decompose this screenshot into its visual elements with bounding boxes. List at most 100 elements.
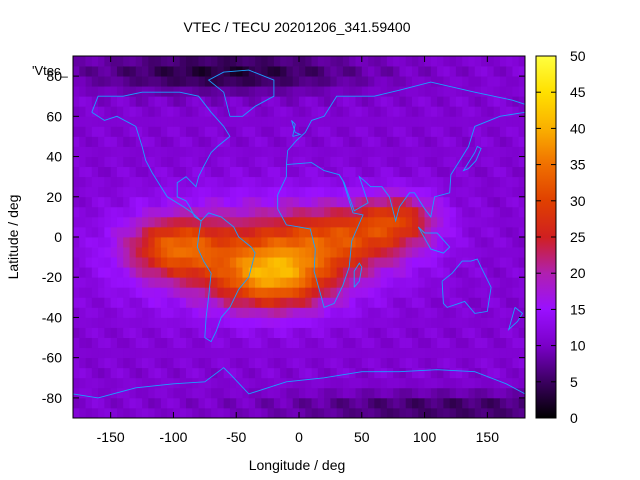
heatmap-cell xyxy=(405,86,413,97)
heatmap-cell xyxy=(242,337,250,349)
heatmap-cell xyxy=(374,176,382,188)
heatmap-cell xyxy=(261,186,269,198)
heatmap-cell xyxy=(481,86,488,97)
heatmap-cell xyxy=(73,196,80,208)
heatmap-cell xyxy=(386,176,394,188)
heatmap-cell xyxy=(305,247,312,258)
heatmap-cell xyxy=(437,237,444,248)
heatmap-cell xyxy=(154,297,162,308)
heatmap-cell xyxy=(280,287,287,298)
heatmap-cell xyxy=(330,106,338,117)
heatmap-cell xyxy=(368,146,375,157)
heatmap-cell xyxy=(449,176,457,188)
heatmap-cell xyxy=(311,307,319,318)
heatmap-cell xyxy=(98,387,105,399)
heatmap-cell xyxy=(412,76,419,87)
heatmap-cell xyxy=(211,247,218,258)
heatmap-cell xyxy=(217,357,225,369)
heatmap-cell xyxy=(280,86,287,97)
heatmap-cell xyxy=(418,247,425,258)
heatmap-cell xyxy=(386,86,394,97)
heatmap-cell xyxy=(160,66,168,77)
heatmap-cell xyxy=(267,387,275,399)
heatmap-cell xyxy=(305,146,312,157)
heatmap-cell xyxy=(443,277,451,288)
heatmap-cell xyxy=(211,116,218,127)
heatmap-cell xyxy=(211,397,218,409)
heatmap-cell xyxy=(179,297,187,308)
heatmap-cell xyxy=(518,247,526,258)
heatmap-cell xyxy=(499,357,507,369)
heatmap-cell xyxy=(424,347,432,359)
heatmap-cell xyxy=(110,86,118,97)
heatmap-cell xyxy=(418,126,425,137)
heatmap-cell xyxy=(324,277,331,288)
heatmap-cell xyxy=(142,116,149,127)
heatmap-cell xyxy=(437,206,444,218)
heatmap-cell xyxy=(474,186,482,198)
heatmap-cell xyxy=(342,277,350,288)
heatmap-cell xyxy=(336,377,344,389)
heatmap-cell xyxy=(512,347,520,359)
heatmap-cell xyxy=(286,347,294,359)
heatmap-cell xyxy=(512,126,520,137)
heatmap-cell xyxy=(204,317,212,328)
heatmap-cell xyxy=(173,156,181,168)
heatmap-cell xyxy=(512,226,520,238)
heatmap-cell xyxy=(236,86,243,97)
heatmap-cell xyxy=(374,96,382,107)
heatmap-cell xyxy=(455,337,463,349)
heatmap-cell xyxy=(179,267,187,278)
heatmap-cell xyxy=(192,156,199,168)
heatmap-cell xyxy=(474,166,482,178)
heatmap-cell xyxy=(292,176,300,188)
heatmap-cell xyxy=(261,146,269,157)
heatmap-cell xyxy=(506,106,513,117)
heatmap-cell xyxy=(160,237,168,248)
heatmap-cell xyxy=(217,66,225,77)
heatmap-cell xyxy=(518,166,526,178)
heatmap-cell xyxy=(361,136,369,147)
heatmap-cell xyxy=(462,387,469,399)
heatmap-cell xyxy=(116,327,124,338)
heatmap-cell xyxy=(129,307,137,318)
heatmap-cell xyxy=(299,76,306,87)
heatmap-cell xyxy=(198,297,206,308)
heatmap-cell xyxy=(79,176,86,188)
heatmap-cell xyxy=(167,126,174,137)
heatmap-cell xyxy=(123,297,130,308)
heatmap-cell xyxy=(386,287,394,298)
heatmap-cell xyxy=(305,257,312,268)
heatmap-cell xyxy=(154,66,162,77)
heatmap-cell xyxy=(160,106,168,117)
heatmap-cell xyxy=(261,86,269,97)
heatmap-cell xyxy=(412,257,419,268)
heatmap-cell xyxy=(211,347,218,359)
heatmap-cell xyxy=(311,347,319,359)
heatmap-cell xyxy=(135,277,143,288)
heatmap-cell xyxy=(167,327,174,338)
heatmap-cell xyxy=(443,156,451,168)
heatmap-cell xyxy=(330,186,338,198)
heatmap-cell xyxy=(167,176,174,188)
heatmap-cell xyxy=(154,226,162,238)
heatmap-cell xyxy=(154,237,162,248)
heatmap-cell xyxy=(474,56,482,67)
heatmap-cell xyxy=(273,206,281,218)
heatmap-cell xyxy=(355,377,363,389)
heatmap-cell xyxy=(368,407,375,419)
heatmap-cell xyxy=(104,76,112,87)
heatmap-cell xyxy=(85,106,93,117)
heatmap-cell xyxy=(179,247,187,258)
heatmap-cell xyxy=(73,267,80,278)
heatmap-cell xyxy=(506,226,513,238)
heatmap-cell xyxy=(198,357,206,369)
heatmap-cell xyxy=(349,226,356,238)
heatmap-cell xyxy=(116,247,124,258)
heatmap-cell xyxy=(349,257,356,268)
heatmap-cell xyxy=(487,106,495,117)
heatmap-cell xyxy=(198,367,206,379)
colorbar-tick-label: 0 xyxy=(570,410,578,426)
heatmap-cell xyxy=(437,297,444,308)
heatmap-cell xyxy=(248,357,256,369)
